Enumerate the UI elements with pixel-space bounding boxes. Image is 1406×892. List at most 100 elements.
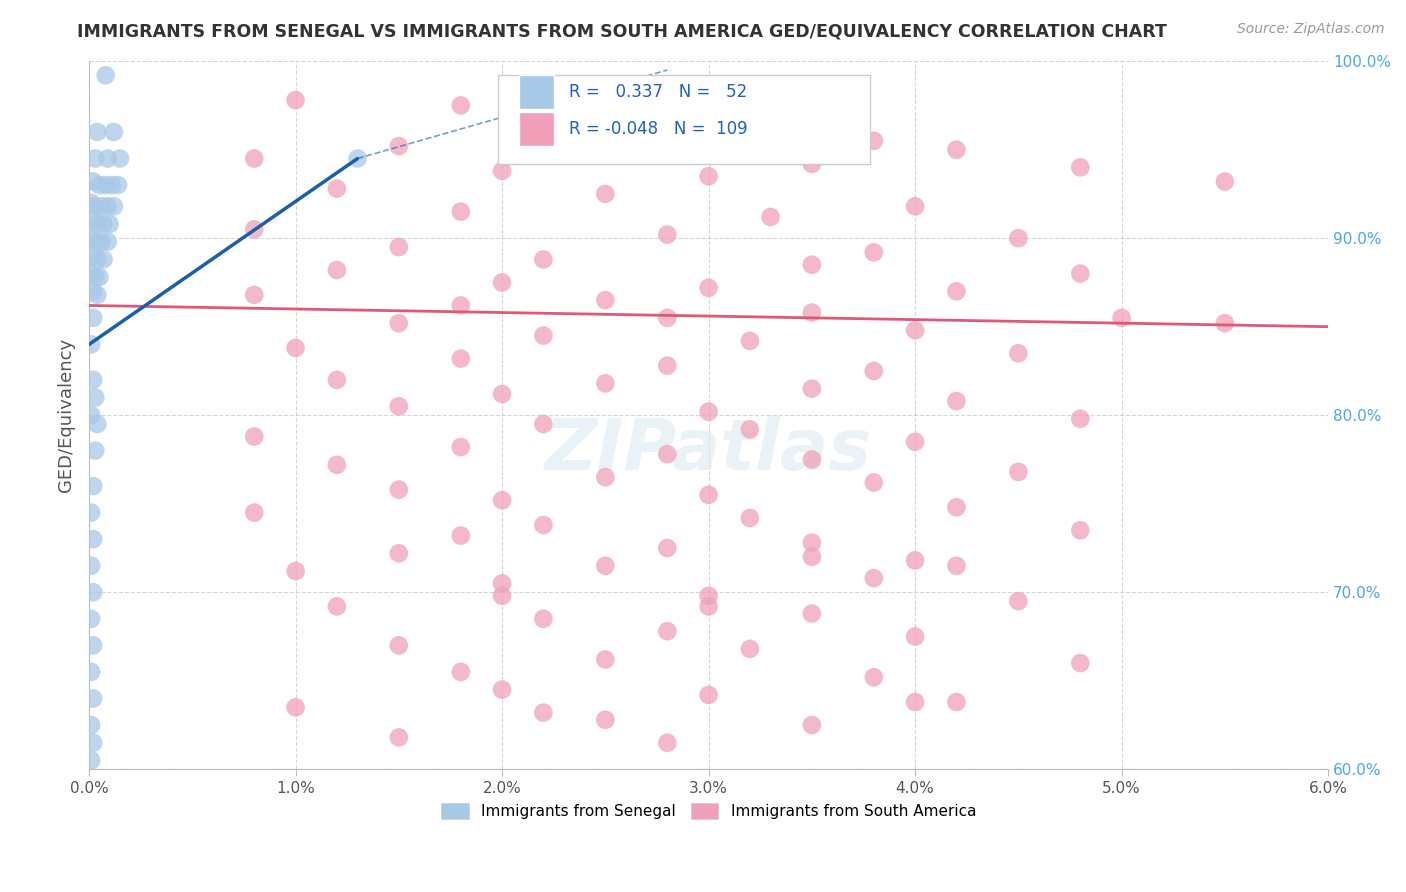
Text: R =   0.337   N =   52: R = 0.337 N = 52	[568, 83, 747, 101]
Point	[80, 718, 103, 732]
Point	[862, 134, 884, 148]
Point	[697, 599, 720, 614]
Point	[450, 98, 472, 112]
Point	[80, 754, 103, 768]
Point	[82, 639, 104, 653]
Point	[1069, 656, 1091, 670]
Point	[80, 231, 103, 245]
Point	[904, 199, 927, 213]
Point	[80, 195, 103, 210]
Point	[450, 665, 472, 679]
Point	[595, 103, 617, 118]
Point	[86, 125, 108, 139]
Point	[86, 417, 108, 431]
Point	[108, 152, 131, 166]
Point	[491, 576, 513, 591]
Point	[531, 706, 554, 720]
Point	[800, 607, 823, 621]
Point	[89, 270, 111, 285]
Point	[388, 546, 411, 560]
Point	[326, 373, 349, 387]
Text: IMMIGRANTS FROM SENEGAL VS IMMIGRANTS FROM SOUTH AMERICA GED/EQUIVALENCY CORRELA: IMMIGRANTS FROM SENEGAL VS IMMIGRANTS FR…	[77, 22, 1167, 40]
Point	[93, 217, 115, 231]
Point	[491, 493, 513, 508]
Point	[1069, 161, 1091, 175]
Point	[84, 199, 107, 213]
Point	[697, 688, 720, 702]
Point	[97, 199, 120, 213]
Y-axis label: GED/Equivalency: GED/Equivalency	[58, 338, 75, 492]
Point	[657, 447, 679, 461]
Point	[80, 506, 103, 520]
Point	[945, 394, 967, 409]
Point	[1213, 316, 1236, 330]
Point	[862, 670, 884, 684]
Point	[80, 558, 103, 573]
Point	[945, 500, 967, 515]
Point	[284, 93, 307, 107]
Text: ZIPatlas: ZIPatlas	[546, 417, 872, 485]
Point	[1069, 267, 1091, 281]
Point	[595, 293, 617, 307]
Point	[82, 213, 104, 227]
Point	[945, 143, 967, 157]
Point	[346, 152, 368, 166]
Point	[101, 178, 124, 192]
Point	[531, 128, 554, 143]
Point	[904, 695, 927, 709]
Point	[243, 152, 266, 166]
Point	[97, 152, 120, 166]
FancyBboxPatch shape	[498, 75, 870, 164]
Point	[697, 488, 720, 502]
Point	[657, 736, 679, 750]
Point	[388, 240, 411, 254]
Point	[657, 541, 679, 555]
Point	[800, 382, 823, 396]
Point	[82, 285, 104, 299]
Point	[93, 252, 115, 267]
Point	[800, 718, 823, 732]
Point	[1069, 524, 1091, 538]
Point	[595, 376, 617, 391]
Point	[862, 571, 884, 585]
Point	[657, 624, 679, 639]
Point	[388, 731, 411, 745]
FancyBboxPatch shape	[519, 75, 554, 109]
Point	[86, 217, 108, 231]
Point	[450, 351, 472, 366]
Point	[759, 210, 782, 224]
Point	[1007, 594, 1029, 608]
Point	[904, 553, 927, 567]
Point	[388, 139, 411, 153]
Point	[531, 328, 554, 343]
Point	[697, 589, 720, 603]
Point	[904, 434, 927, 449]
Point	[595, 186, 617, 201]
Legend: Immigrants from Senegal, Immigrants from South America: Immigrants from Senegal, Immigrants from…	[434, 797, 983, 825]
Point	[1007, 231, 1029, 245]
Point	[491, 589, 513, 603]
Point	[89, 178, 111, 192]
FancyBboxPatch shape	[519, 112, 554, 146]
Point	[595, 713, 617, 727]
Point	[450, 298, 472, 312]
Point	[738, 511, 761, 525]
Point	[904, 630, 927, 644]
Point	[531, 518, 554, 533]
Point	[84, 270, 107, 285]
Point	[862, 364, 884, 378]
Point	[595, 558, 617, 573]
Point	[243, 222, 266, 236]
Point	[80, 337, 103, 351]
Point	[1213, 175, 1236, 189]
Point	[243, 506, 266, 520]
Point	[97, 235, 120, 249]
Point	[90, 235, 112, 249]
Point	[82, 175, 104, 189]
Point	[103, 199, 125, 213]
Point	[491, 164, 513, 178]
Point	[450, 440, 472, 454]
Point	[80, 408, 103, 422]
Point	[800, 305, 823, 319]
Text: R = -0.048   N =  109: R = -0.048 N = 109	[568, 120, 747, 138]
